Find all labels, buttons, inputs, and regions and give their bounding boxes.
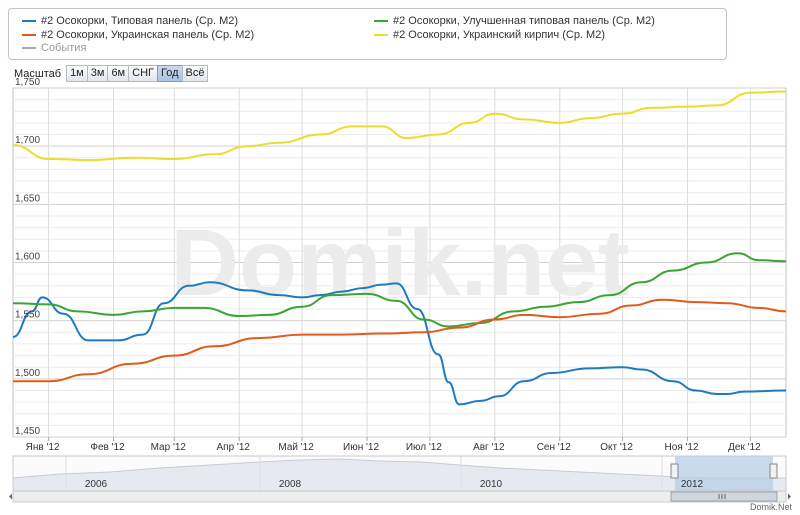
navigator-label: 2008 bbox=[279, 479, 302, 490]
x-axis-ticks: Янв '12 Фев '12 Мар '12 Апр '12 Май '12 Июн '… bbox=[26, 437, 761, 453]
navigator-left-handle[interactable] bbox=[670, 463, 679, 479]
legend-item-ukrainian-panel[interactable]: #2 Осокорки, Украинская панель (Ср. М2) bbox=[22, 28, 254, 41]
navigator-label: 2010 bbox=[480, 479, 503, 490]
watermark: Domik.net bbox=[170, 210, 629, 316]
zoom-all-button[interactable]: Всё bbox=[181, 65, 209, 82]
navigator-right-handle[interactable] bbox=[769, 463, 778, 479]
x-tick-label: Мар '12 bbox=[151, 442, 187, 453]
y-tick-label: 1,500 bbox=[15, 368, 40, 379]
legend-label: #2 Осокорки, Типовая панель (Ср. М2) bbox=[41, 14, 239, 27]
navigator-label: 2012 bbox=[681, 479, 704, 490]
x-tick-label: Авг '12 bbox=[473, 442, 505, 453]
y-tick-label: 1,600 bbox=[15, 252, 40, 263]
legend-item-improved-panel[interactable]: #2 Осокорки, Улучшенная типовая панель (… bbox=[374, 14, 655, 27]
zoom-year-button[interactable]: Год bbox=[156, 65, 183, 82]
x-tick-label: Дек '12 bbox=[728, 442, 761, 453]
legend-label: #2 Осокорки, Украинская панель (Ср. М2) bbox=[41, 28, 255, 41]
series-line-2 bbox=[12, 252, 787, 328]
zoom-bar: Масштаб 1м 3м 6м СНГ Год Всё bbox=[14, 65, 209, 82]
navigator-label: 2006 bbox=[85, 479, 108, 490]
x-tick-label: Июн '12 bbox=[343, 442, 379, 453]
navigator-labels: 2006 2008 2010 2012 bbox=[65, 456, 704, 491]
legend-swatch-green bbox=[374, 19, 388, 22]
legend-swatch-gray bbox=[22, 46, 36, 49]
y-tick-label: 1,750 bbox=[15, 77, 40, 88]
legend-label: #2 Осокорки, Улучшенная типовая панель (… bbox=[393, 14, 655, 27]
series-line-3 bbox=[12, 298, 787, 383]
zoom-ytd-button[interactable]: СНГ bbox=[128, 65, 158, 82]
legend-swatch-blue bbox=[22, 19, 36, 22]
scrollbar-grip-icon bbox=[718, 494, 726, 499]
x-tick-label: Апр '12 bbox=[217, 442, 251, 453]
legend-item-events[interactable]: События bbox=[22, 41, 86, 54]
legend-swatch-orange bbox=[22, 33, 36, 36]
zoom-label: Масштаб bbox=[14, 67, 62, 80]
navigator-selection[interactable] bbox=[675, 456, 773, 491]
x-tick-label: Окт '12 bbox=[600, 442, 633, 453]
legend-item-typical-panel[interactable]: #2 Осокорки, Типовая панель (Ср. М2) bbox=[22, 14, 238, 27]
legend-swatch-yellow bbox=[374, 33, 388, 36]
scroll-left-arrow-icon[interactable] bbox=[9, 493, 12, 500]
x-tick-label: Сен '12 bbox=[537, 442, 572, 453]
legend-label: #2 Осокорки, Украинский кирпич (Ср. М2) bbox=[393, 28, 605, 41]
y-tick-label: 1,700 bbox=[15, 135, 40, 146]
zoom-6m-button[interactable]: 6м bbox=[107, 65, 130, 82]
x-tick-label: Май '12 bbox=[278, 442, 314, 453]
navigator[interactable]: 2006 2008 2010 2012 bbox=[9, 455, 791, 503]
scroll-right-arrow-icon[interactable] bbox=[788, 493, 791, 500]
series-line-1 bbox=[12, 281, 787, 406]
y-tick-label: 1,650 bbox=[15, 193, 40, 204]
legend-item-ukrainian-brick[interactable]: #2 Осокорки, Украинский кирпич (Ср. М2) bbox=[374, 28, 605, 41]
vertical-gridlines bbox=[48, 88, 751, 437]
x-tick-label: Ноя '12 bbox=[665, 442, 699, 453]
x-tick-label: Июл '12 bbox=[406, 442, 443, 453]
y-axis-ticks: 1,450 1,500 1,550 1,600 1,650 1,700 1,750 bbox=[15, 77, 40, 437]
series-layer bbox=[12, 90, 787, 406]
x-tick-label: Фев '12 bbox=[90, 442, 125, 453]
series-line-4 bbox=[12, 90, 787, 162]
legend-label: События bbox=[41, 41, 87, 54]
scrollbar-track[interactable] bbox=[12, 490, 787, 503]
credit-text: Domik.Net bbox=[749, 502, 792, 512]
x-tick-label: Янв '12 bbox=[26, 442, 60, 453]
chart-legend: #2 Осокорки, Типовая панель (Ср. М2) #2 … bbox=[8, 8, 727, 60]
y-tick-label: 1,550 bbox=[15, 310, 40, 321]
scrollbar-thumb[interactable] bbox=[670, 491, 778, 502]
y-tick-label: 1,450 bbox=[15, 426, 40, 437]
